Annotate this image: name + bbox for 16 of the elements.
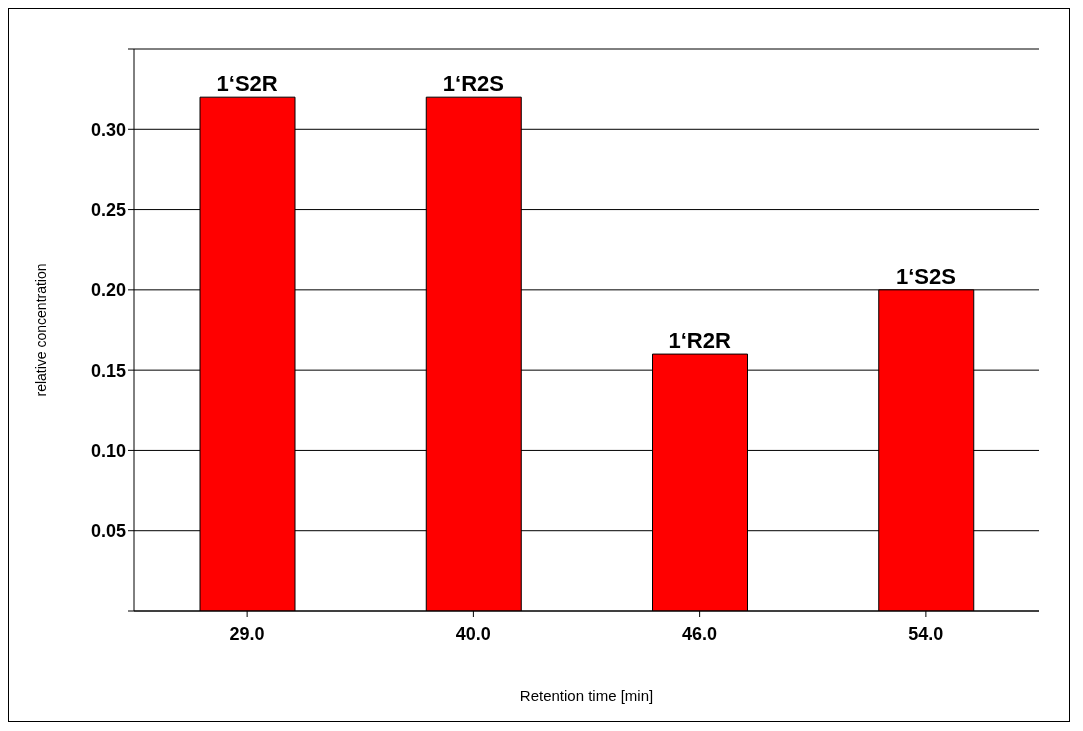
x-tick-label: 29.0 (229, 623, 265, 644)
annotation: 1‘S2R (216, 71, 278, 97)
x-tick-label: 54.0 (908, 623, 944, 644)
y-axis-title: relative concentration (32, 263, 49, 397)
annotation: 1‘S2S (895, 263, 956, 289)
y-tick-label: 0.30 (90, 119, 126, 140)
annotation: 1‘R2S (442, 71, 504, 97)
y-tick-label: 0.25 (90, 199, 126, 220)
y-tick-label: 0.10 (90, 440, 126, 461)
x-tick-label: 40.0 (455, 623, 491, 644)
y-tick-label: 0.15 (90, 360, 126, 381)
annotation: 1‘R2R (668, 328, 731, 354)
y-tick-label: 0.05 (90, 521, 126, 542)
x-axis-title: Retention time [min] (519, 687, 654, 704)
x-tick-label: 46.0 (682, 623, 718, 644)
y-tick-label: 0.20 (90, 280, 126, 301)
